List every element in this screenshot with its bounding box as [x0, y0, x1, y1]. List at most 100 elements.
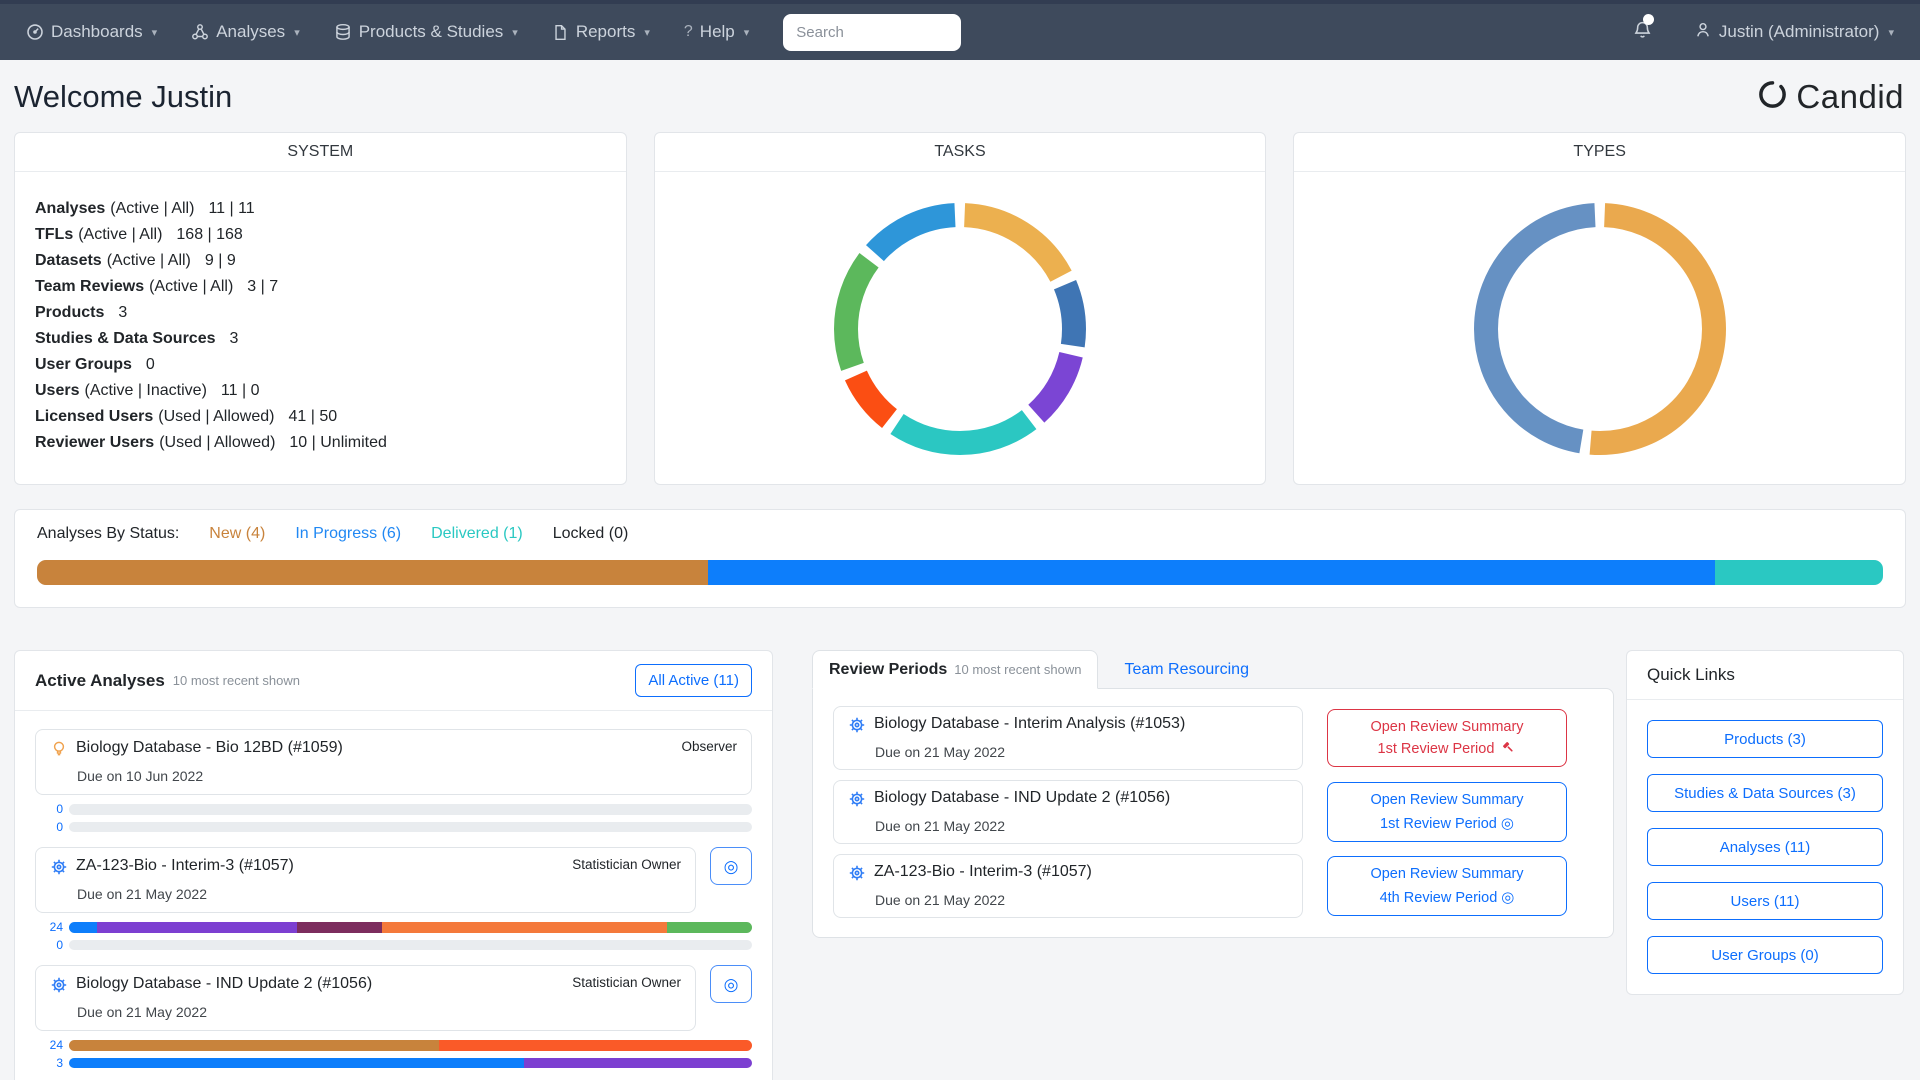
- review-title: Biology Database - IND Update 2 (#1056): [874, 789, 1171, 806]
- nav-label: Products & Studies: [358, 22, 504, 41]
- stat-label: Products: [35, 304, 105, 321]
- quick-link-studies-data-sources[interactable]: Studies & Data Sources (3): [1647, 774, 1883, 812]
- stat-label: Analyses: [35, 200, 106, 217]
- bell-icon: [1633, 21, 1652, 44]
- nav-label: Help: [699, 22, 735, 41]
- analysis-role: Statistician Owner: [572, 975, 681, 990]
- active-analyses-subtitle: 10 most recent shown: [172, 673, 300, 688]
- watch-analysis-button[interactable]: ◎: [710, 847, 752, 885]
- open-review-summary-button[interactable]: Open Review Summary 4th Review Period ◎: [1327, 856, 1567, 916]
- eye-icon: ◎: [1501, 888, 1515, 906]
- status-filter-in-progress[interactable]: In Progress (6): [295, 525, 402, 542]
- types-panel-title: TYPES: [1294, 133, 1905, 172]
- tab-label: Review Periods: [829, 660, 948, 678]
- quick-link-products[interactable]: Products (3): [1647, 720, 1883, 758]
- stat-value: 41 | 50: [288, 408, 338, 425]
- gear-icon: [50, 975, 76, 999]
- tasks-panel: TASKS: [653, 132, 1267, 485]
- button-line2: 1st Review Period: [1377, 741, 1495, 757]
- brand-name: Candid: [1796, 78, 1904, 115]
- user-label: Justin (Administrator): [1718, 22, 1880, 41]
- bar-count: 24: [49, 1038, 63, 1052]
- gear-icon: [848, 715, 874, 739]
- nav-label: Reports: [575, 22, 636, 41]
- stat-label: Datasets: [35, 252, 102, 269]
- system-stat-row: Licensed Users (Used | Allowed) 41 | 50: [35, 404, 606, 430]
- stat-label: User Groups: [35, 356, 132, 373]
- nav-label: Analyses: [216, 22, 286, 41]
- stat-value: 3 | 7: [247, 278, 279, 295]
- eye-icon: ◎: [723, 856, 739, 876]
- progress-bar-row: 0: [35, 820, 752, 834]
- system-stat-row: Datasets (Active | All) 9 | 9: [35, 248, 606, 274]
- review-card[interactable]: Biology Database - Interim Analysis (#10…: [833, 706, 1303, 770]
- review-periods-body: Biology Database - Interim Analysis (#10…: [812, 688, 1614, 938]
- bar-count: 0: [56, 938, 63, 952]
- system-stat-row: Studies & Data Sources 3: [35, 326, 606, 352]
- stat-sublabel: (Used | Allowed): [158, 408, 275, 425]
- stat-sublabel: (Active | All): [78, 226, 163, 243]
- review-card[interactable]: Biology Database - IND Update 2 (#1056) …: [833, 780, 1303, 844]
- button-line1: Open Review Summary: [1370, 866, 1524, 883]
- analyses-status-stacked-bar: [37, 560, 1883, 585]
- nav-dashboards[interactable]: Dashboards ▾: [26, 22, 157, 42]
- tab-team-resourcing[interactable]: Team Resourcing: [1124, 660, 1249, 678]
- nav-help[interactable]: ? Help ▾: [684, 22, 749, 42]
- notification-badge: [1642, 13, 1654, 25]
- task-progress-bar: [69, 803, 752, 815]
- lightbulb-icon: [50, 739, 76, 763]
- notifications-button[interactable]: [1633, 13, 1654, 45]
- brand-logo: Candid: [1757, 78, 1904, 116]
- status-filter-new[interactable]: New (4): [209, 525, 266, 542]
- top-navbar: Dashboards ▾ Analyses ▾ Products & Studi…: [0, 0, 1920, 60]
- quick-link-analyses[interactable]: Analyses (11): [1647, 828, 1883, 866]
- quick-link-user-groups[interactable]: User Groups (0): [1647, 936, 1883, 974]
- analysis-card[interactable]: Biology Database - Bio 12BD (#1059) Obse…: [35, 729, 752, 795]
- button-line1: Open Review Summary: [1370, 718, 1524, 735]
- analysis-card[interactable]: Biology Database - IND Update 2 (#1056) …: [35, 965, 696, 1031]
- button-line2: 1st Review Period: [1380, 815, 1497, 832]
- status-filter-locked[interactable]: Locked (0): [552, 525, 629, 542]
- progress-bar-row: 24: [35, 920, 752, 934]
- all-active-button[interactable]: All Active (11): [635, 664, 752, 697]
- progress-bar-row: 3: [35, 1056, 752, 1070]
- stat-value: 10 | Unlimited: [289, 434, 387, 451]
- user-menu[interactable]: Justin (Administrator) ▾: [1694, 21, 1894, 44]
- nav-analyses[interactable]: Analyses ▾: [191, 22, 300, 42]
- system-stats-list: Analyses (Active | All) 11 | 11 TFLs (Activ…: [15, 172, 626, 480]
- quick-link-users[interactable]: Users (11): [1647, 882, 1883, 920]
- system-stat-row: Team Reviews (Active | All) 3 | 7: [35, 274, 606, 300]
- review-title: ZA-123-Bio - Interim-3 (#1057): [874, 863, 1092, 880]
- open-review-summary-button[interactable]: Open Review Summary 1st Review Period ◎: [1327, 782, 1567, 842]
- watch-analysis-button[interactable]: ◎: [710, 965, 752, 1003]
- nav-label: Dashboards: [51, 22, 143, 41]
- chevron-down-icon: ▾: [1888, 26, 1894, 39]
- active-analyses-panel: Active Analyses 10 most recent shown All…: [14, 650, 773, 1080]
- chevron-down-icon: ▾: [512, 26, 518, 39]
- stat-label: Users: [35, 382, 80, 399]
- open-review-summary-button[interactable]: Open Review Summary 1st Review Period: [1327, 708, 1567, 768]
- analysis-role: Statistician Owner: [572, 857, 681, 872]
- nav-products-studies[interactable]: Products & Studies ▾: [334, 22, 518, 42]
- search-input[interactable]: [783, 13, 962, 51]
- analysis-title: Biology Database - Bio 12BD (#1059): [76, 739, 343, 756]
- tab-review-periods[interactable]: Review Periods 10 most recent shown: [812, 650, 1099, 689]
- gear-icon: [50, 857, 76, 881]
- system-stat-row: Analyses (Active | All) 11 | 11: [35, 196, 606, 222]
- progress-bar-row: 0: [35, 802, 752, 816]
- system-stat-row: Reviewer Users (Used | Allowed) 10 | Unlim…: [35, 430, 606, 456]
- chevron-down-icon: ▾: [743, 26, 750, 39]
- system-panel: SYSTEM Analyses (Active | All) 11 | 11 TFL…: [14, 132, 627, 485]
- tasks-donut-chart: [833, 202, 1086, 455]
- analysis-card[interactable]: ZA-123-Bio - Interim-3 (#1057) Statistic…: [35, 847, 696, 913]
- review-periods-section: Review Periods 10 most recent shown Team…: [812, 650, 1614, 938]
- nav-reports[interactable]: Reports ▾: [552, 22, 650, 42]
- analysis-title: Biology Database - IND Update 2 (#1056): [76, 975, 373, 992]
- system-stat-row: Users (Active | Inactive) 11 | 0: [35, 378, 606, 404]
- status-filter-delivered[interactable]: Delivered (1): [431, 525, 523, 542]
- analyses-icon: [191, 23, 209, 41]
- button-line1: Open Review Summary: [1370, 792, 1524, 809]
- quick-links-panel: Quick Links Products (3) Studies & Data …: [1626, 650, 1904, 995]
- task-progress-bar: [69, 940, 752, 950]
- review-card[interactable]: ZA-123-Bio - Interim-3 (#1057) Due on 21…: [833, 854, 1303, 918]
